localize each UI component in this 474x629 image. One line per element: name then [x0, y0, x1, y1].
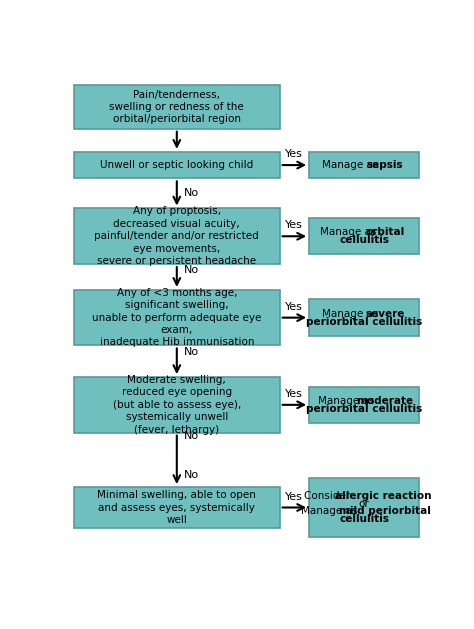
Text: No: No: [184, 188, 199, 198]
Text: Yes: Yes: [285, 389, 303, 399]
FancyBboxPatch shape: [74, 152, 280, 179]
Text: allergic reaction: allergic reaction: [335, 491, 431, 501]
Text: Any of proptosis,
decreased visual acuity,
painful/tender and/or restricted
eye : Any of proptosis, decreased visual acuit…: [94, 206, 259, 266]
Text: periorbital cellulitis: periorbital cellulitis: [306, 316, 422, 326]
Text: Yes: Yes: [285, 492, 303, 502]
Text: Yes: Yes: [285, 149, 303, 159]
Text: Manage as: Manage as: [318, 396, 377, 406]
FancyBboxPatch shape: [309, 299, 419, 336]
Text: Any of <3 months age,
significant swelling,
unable to perform adequate eye
exam,: Any of <3 months age, significant swelli…: [92, 288, 262, 347]
FancyBboxPatch shape: [74, 208, 280, 264]
Text: Yes: Yes: [285, 302, 303, 312]
Text: No: No: [184, 431, 199, 442]
Text: or: or: [359, 499, 370, 509]
Text: mild periorbital: mild periorbital: [339, 506, 431, 516]
Text: Manage as: Manage as: [319, 228, 379, 237]
FancyBboxPatch shape: [309, 152, 419, 179]
Text: Manage as: Manage as: [322, 160, 382, 170]
Text: Moderate swelling,
reduced eye opening
(but able to assess eye),
systemically un: Moderate swelling, reduced eye opening (…: [113, 375, 241, 435]
Text: orbital: orbital: [365, 228, 405, 237]
FancyBboxPatch shape: [74, 487, 280, 528]
Text: periorbital cellulitis: periorbital cellulitis: [306, 404, 422, 414]
Text: Consider: Consider: [304, 491, 353, 501]
FancyBboxPatch shape: [74, 377, 280, 433]
FancyBboxPatch shape: [309, 479, 419, 537]
Text: Manage as: Manage as: [301, 506, 360, 516]
FancyBboxPatch shape: [74, 85, 280, 129]
Text: Minimal swelling, able to open
and assess eyes, systemically
well: Minimal swelling, able to open and asses…: [97, 490, 256, 525]
Text: severe: severe: [365, 309, 405, 319]
FancyBboxPatch shape: [74, 290, 280, 345]
Text: No: No: [184, 265, 199, 275]
Text: moderate: moderate: [356, 396, 414, 406]
Text: sepsis: sepsis: [367, 160, 403, 170]
Text: cellulitis: cellulitis: [339, 514, 389, 524]
Text: cellulitis: cellulitis: [339, 235, 389, 245]
Text: Unwell or septic looking child: Unwell or septic looking child: [100, 160, 254, 170]
Text: Pain/tenderness,
swelling or redness of the
orbital/periorbital region: Pain/tenderness, swelling or redness of …: [109, 89, 244, 125]
Text: Manage as: Manage as: [322, 309, 382, 319]
Text: No: No: [184, 347, 199, 357]
Text: No: No: [184, 470, 199, 480]
FancyBboxPatch shape: [309, 387, 419, 423]
Text: Yes: Yes: [285, 221, 303, 230]
FancyBboxPatch shape: [309, 218, 419, 255]
